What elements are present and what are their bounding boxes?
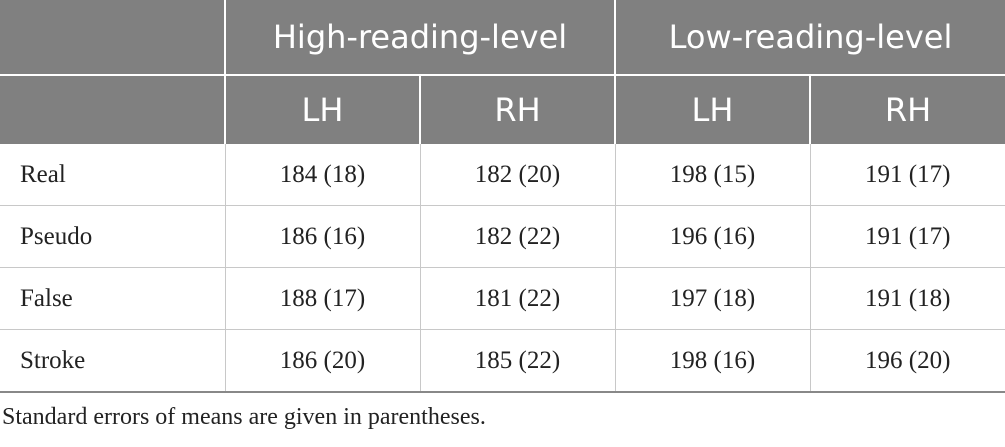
cell: 182 (22) (419, 205, 615, 268)
cell: 182 (20) (419, 144, 615, 206)
table-row: Pseudo 186 (16) 182 (22) 196 (16) 191 (17) (0, 205, 1005, 268)
row-label: False (0, 267, 225, 330)
table-row: Stroke 186 (20) 185 (22) 198 (16) 196 (20) (0, 329, 1005, 393)
cell: 186 (16) (224, 205, 420, 268)
cell: 186 (20) (224, 329, 420, 393)
cell: 196 (20) (809, 329, 1005, 393)
corner-cell (0, 75, 225, 144)
cell: 197 (18) (614, 267, 810, 330)
cell: 198 (15) (614, 144, 810, 206)
table-body: Real 184 (18) 182 (20) 198 (15) 191 (17) Pseu… (0, 144, 1005, 393)
cell: 185 (22) (419, 329, 615, 393)
subheader-row: LH RH LH RH (0, 75, 1005, 144)
cell: 191 (17) (809, 144, 1005, 206)
group-header: Low-reading-level (614, 0, 1005, 76)
cell: 184 (18) (224, 144, 420, 206)
subheader: RH (419, 75, 615, 144)
header-row: High-reading-level Low-reading-level (0, 0, 1005, 76)
row-label: Stroke (0, 329, 225, 393)
cell: 198 (16) (614, 329, 810, 393)
table-row: Real 184 (18) 182 (20) 198 (15) 191 (17) (0, 144, 1005, 206)
corner-cell (0, 0, 225, 76)
cell: 188 (17) (224, 267, 420, 330)
subheader: LH (224, 75, 420, 144)
subheader: RH (809, 75, 1005, 144)
subheader: LH (614, 75, 810, 144)
row-label: Real (0, 144, 225, 206)
data-table: High-reading-level Low-reading-level LH … (0, 0, 1005, 393)
table-row: False 188 (17) 181 (22) 197 (18) 191 (18) (0, 267, 1005, 330)
group-header: High-reading-level (224, 0, 615, 76)
footnote: Standard errors of means are given in pa… (2, 404, 486, 430)
cell: 191 (17) (809, 205, 1005, 268)
cell: 191 (18) (809, 267, 1005, 330)
row-label: Pseudo (0, 205, 225, 268)
cell: 181 (22) (419, 267, 615, 330)
cell: 196 (16) (614, 205, 810, 268)
